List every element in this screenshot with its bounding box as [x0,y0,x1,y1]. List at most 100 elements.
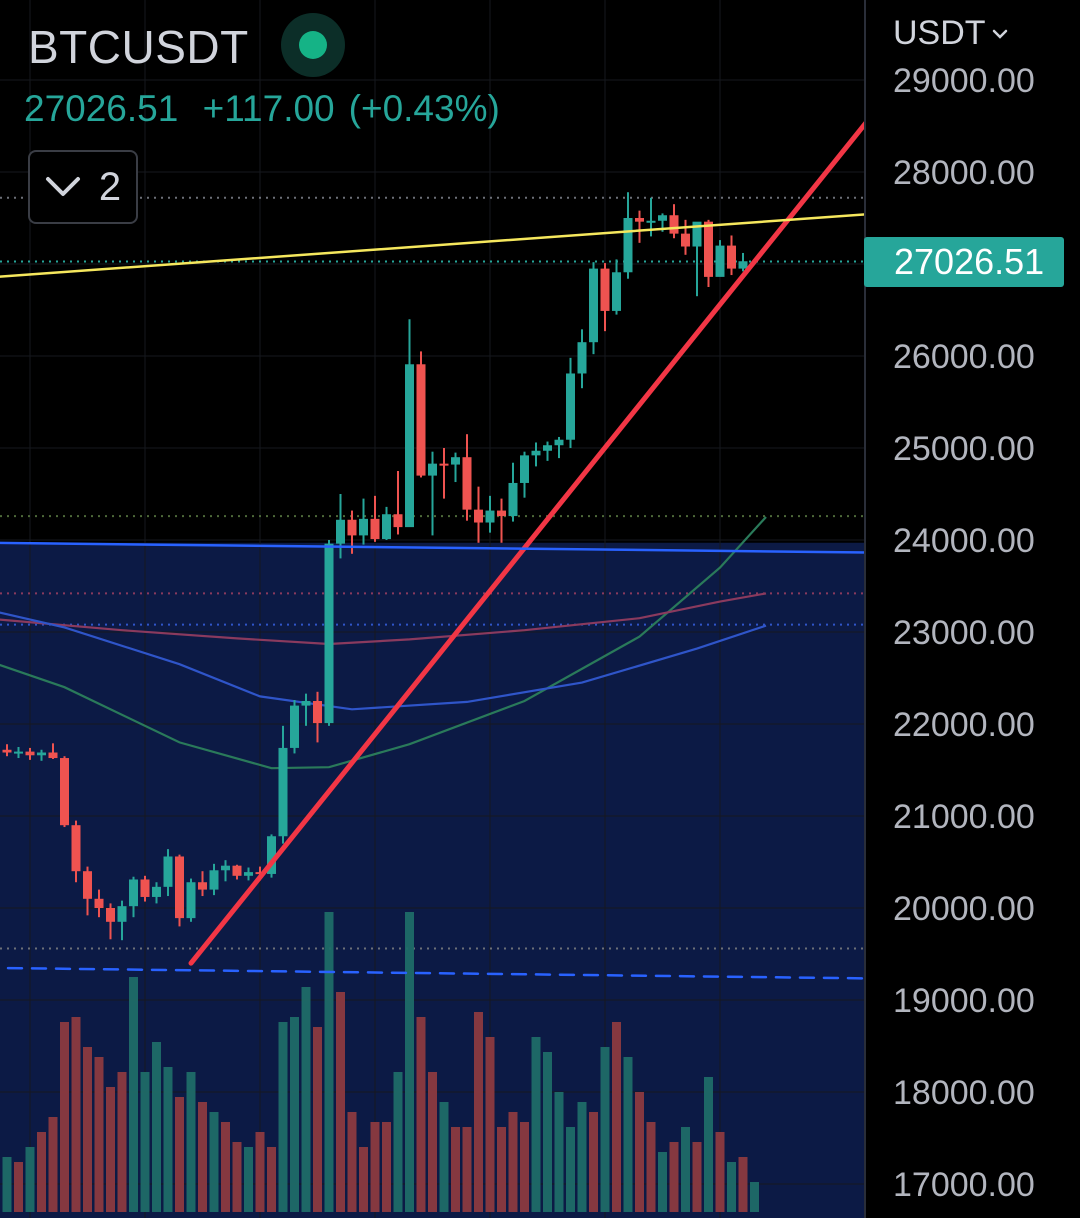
candle-body [462,457,472,510]
candle-body [83,871,92,899]
candle-body [681,233,690,247]
candle-body [508,482,518,517]
price-axis-tick-label: 20000.00 [893,890,1035,928]
moving-average-line [0,516,767,770]
volume-bar [25,1147,35,1212]
candle-body [48,752,58,759]
candle-body [566,373,575,440]
volume-bar [313,1027,322,1212]
candle-body [117,906,127,922]
volume-bar [129,977,138,1212]
candle-body [198,882,207,890]
trendline [0,210,906,278]
candle-body [428,463,437,476]
moving-average-line [0,592,767,646]
price-change-percent: (+0.43%) [348,88,500,129]
volume-bar [244,1147,253,1212]
candle-body [658,215,667,221]
currency-selector[interactable]: USDT [893,14,1008,53]
volume-bar [94,1057,104,1212]
volume-bar [462,1127,472,1212]
volume-bar [152,1042,161,1212]
candle-body [301,701,311,706]
last-price: 27026.51 [24,88,179,129]
current-price-label: 27026.51 [864,237,1064,287]
volume-bar [416,1017,426,1212]
volume-bar [428,1072,437,1212]
volume-bar [336,992,345,1212]
chevron-down-icon [992,29,1007,39]
volume-bar [439,1102,449,1212]
trendline [0,966,906,981]
volume-bar [692,1142,702,1212]
volume-bar [393,1072,403,1212]
volume-bar [600,1047,610,1212]
candle-body [370,518,380,540]
candle-body [37,752,46,756]
candle-body [324,543,334,724]
symbol-title[interactable]: BTCUSDT [28,21,249,73]
volume-bar [2,1157,12,1212]
candle-body [255,872,265,875]
volume-bar [589,1112,598,1212]
candle-body [14,751,23,754]
volume-bar [474,1012,483,1212]
volume-bar [232,1142,242,1212]
candle-body [451,457,460,465]
price-axis-tick-label: 25000.00 [893,430,1035,468]
price-axis-tick-label: 18000.00 [893,1074,1035,1112]
currency-label: USDT [893,14,986,52]
candle-body [152,886,161,897]
price-axis-tick-label: 19000.00 [893,982,1035,1020]
volume-bar [370,1122,380,1212]
candle-body [727,245,736,269]
volume-bar [520,1122,529,1212]
candle-body [393,514,403,528]
candle-body [497,510,506,517]
candle-body [2,749,12,753]
volume-bar [531,1037,541,1212]
volume-bar [508,1112,518,1212]
candle-body [531,450,541,456]
volume-bar [497,1127,506,1212]
candle-body [577,342,587,374]
volume-bar [71,1017,81,1212]
volume-bar [566,1127,575,1212]
price-axis-tick-label: 24000.00 [893,522,1035,560]
candle-body [474,509,483,523]
candle-body [646,220,656,223]
volume-bar [48,1117,58,1212]
candle-body [359,518,368,536]
candle-body [140,879,150,897]
price-axis-tick-label: 22000.00 [893,706,1035,744]
price-change: +117.00 [202,88,335,129]
volume-bar [623,1057,633,1212]
volume-bar [750,1182,759,1212]
volume-bar [140,1072,150,1212]
indicator-count: 2 [98,164,122,209]
chevron-down-icon [45,177,80,196]
candle-body [186,882,196,919]
candle-body [175,856,184,919]
candle-body [163,856,173,887]
volume-bar [255,1132,265,1212]
volume-bar [681,1127,690,1212]
trendline [188,72,907,966]
candle-body [336,519,345,544]
candle-body [313,701,322,724]
volume-bar [451,1127,460,1212]
candle-body [347,519,357,536]
market-status-icon [281,13,345,77]
candle-body [60,758,69,826]
candle-body [520,455,529,483]
candle-body [635,218,644,222]
volume-bar [290,1017,299,1212]
volume-bar [727,1162,736,1212]
candle-body [25,751,35,756]
candle-body [623,218,633,273]
price-axis-tick-label: 29000.00 [893,62,1035,100]
candle-body [405,364,414,528]
candle-body [209,870,219,890]
collapse-indicators-button[interactable]: 2 [28,150,138,224]
